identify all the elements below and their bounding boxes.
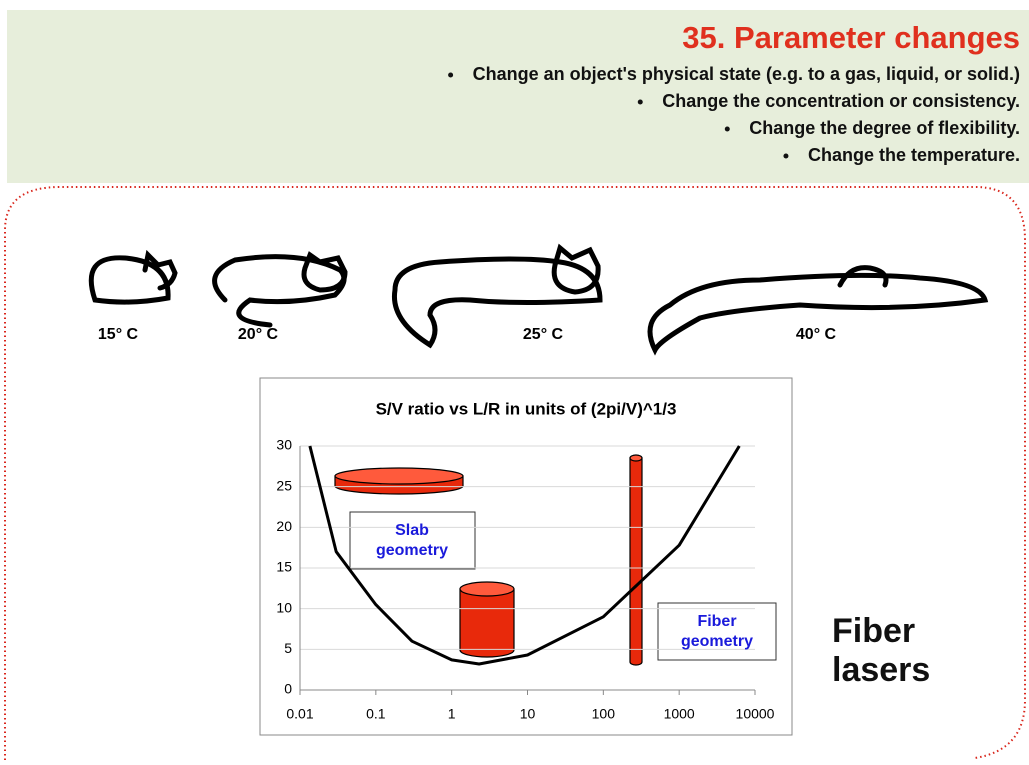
slab-label: geometry [376,542,448,559]
bullet-dot [724,126,730,132]
bullet-text: Change an object's physical state (e.g. … [473,64,1020,84]
x-tick-label: 0.01 [286,706,313,722]
bullet-dot [637,99,643,105]
bullet-text: Change the degree of flexibility. [749,118,1020,138]
slab-box [349,511,476,570]
dotted-frame [4,186,1026,760]
y-tick-label: 30 [276,437,292,453]
bullet-dot [783,153,789,159]
temperature-label: 40° C [796,326,837,343]
x-tick-label: 1 [448,706,456,722]
x-tick-label: 1000 [664,706,695,722]
y-tick-label: 25 [276,477,292,493]
temperature-label: 25° C [523,326,564,343]
side-text: lasers [832,651,930,689]
x-tick-label: 10 [520,706,536,722]
chart-title: S/V ratio vs L/R in units of (2pi/V)^1/3 [376,399,677,418]
slab-label: Slab [395,522,429,539]
y-tick-label: 10 [276,599,292,615]
temperature-label: 20° C [238,326,279,343]
temperature-label: 15° C [98,326,139,343]
fiber-label: geometry [681,633,753,650]
y-tick-label: 20 [276,518,292,534]
fiber-label: Fiber [697,613,736,630]
x-tick-label: 100 [592,706,616,722]
geometry-icons [334,454,643,666]
chart-frame [259,377,793,736]
x-tick-label: 10000 [736,706,775,722]
header-band [7,10,1029,183]
side-text: Fiber [832,612,915,650]
fiber-box [657,602,777,661]
y-tick-label: 0 [284,681,292,697]
y-tick-label: 5 [284,640,292,656]
bullet-text: Change the temperature. [808,145,1020,165]
x-tick-label: 0.1 [366,706,386,722]
y-tick-label: 15 [276,559,292,575]
slide-title: 35. Parameter changes [682,20,1020,55]
cat-drawings [88,243,989,356]
bullet-text: Change the concentration or consistency. [662,91,1020,111]
bullet-dot [448,72,454,78]
curve [308,445,741,666]
